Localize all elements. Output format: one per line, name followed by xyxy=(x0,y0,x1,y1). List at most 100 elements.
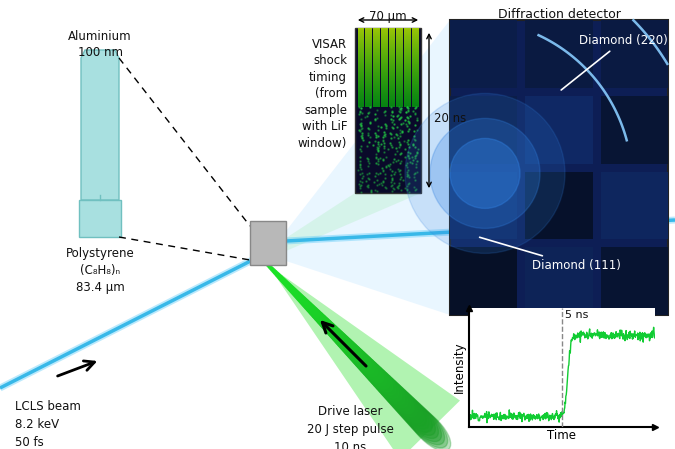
Polygon shape xyxy=(358,46,364,47)
Polygon shape xyxy=(381,72,387,73)
Polygon shape xyxy=(412,83,418,84)
Ellipse shape xyxy=(307,305,323,320)
Polygon shape xyxy=(358,42,364,43)
Polygon shape xyxy=(389,96,396,97)
Polygon shape xyxy=(358,57,364,58)
Polygon shape xyxy=(404,51,411,52)
Polygon shape xyxy=(525,247,593,315)
Polygon shape xyxy=(358,47,364,48)
Polygon shape xyxy=(404,102,411,103)
Polygon shape xyxy=(404,29,411,30)
Polygon shape xyxy=(365,78,372,79)
Polygon shape xyxy=(404,31,411,32)
Polygon shape xyxy=(358,102,364,103)
Polygon shape xyxy=(381,51,387,52)
Polygon shape xyxy=(396,50,403,51)
Polygon shape xyxy=(373,85,380,86)
Polygon shape xyxy=(412,75,418,76)
Polygon shape xyxy=(373,36,380,37)
Polygon shape xyxy=(373,82,380,83)
Polygon shape xyxy=(365,88,372,89)
Polygon shape xyxy=(381,65,387,66)
Polygon shape xyxy=(365,75,372,76)
Ellipse shape xyxy=(358,357,387,386)
Polygon shape xyxy=(381,104,387,105)
Ellipse shape xyxy=(351,349,377,376)
Polygon shape xyxy=(373,70,380,71)
Polygon shape xyxy=(412,62,418,63)
Polygon shape xyxy=(404,49,411,50)
Polygon shape xyxy=(373,38,380,39)
Polygon shape xyxy=(381,61,387,62)
Polygon shape xyxy=(365,69,372,70)
Polygon shape xyxy=(412,37,418,38)
Polygon shape xyxy=(404,37,411,38)
Polygon shape xyxy=(373,55,380,56)
Polygon shape xyxy=(389,79,396,80)
Polygon shape xyxy=(396,54,403,55)
Polygon shape xyxy=(373,54,380,55)
Polygon shape xyxy=(389,70,396,71)
Polygon shape xyxy=(373,51,380,52)
Polygon shape xyxy=(404,35,411,36)
Polygon shape xyxy=(389,68,396,69)
Polygon shape xyxy=(396,40,403,41)
Polygon shape xyxy=(381,62,387,63)
Polygon shape xyxy=(389,58,396,59)
Polygon shape xyxy=(412,101,418,102)
Polygon shape xyxy=(404,40,411,41)
Polygon shape xyxy=(404,99,411,100)
Polygon shape xyxy=(396,56,403,57)
Polygon shape xyxy=(365,59,372,60)
Polygon shape xyxy=(389,48,396,49)
Polygon shape xyxy=(396,73,403,74)
Polygon shape xyxy=(404,101,411,102)
Polygon shape xyxy=(373,59,380,60)
Polygon shape xyxy=(250,221,286,265)
Polygon shape xyxy=(404,56,411,57)
Polygon shape xyxy=(365,51,372,52)
Polygon shape xyxy=(396,38,403,39)
Polygon shape xyxy=(358,45,364,46)
Polygon shape xyxy=(358,53,364,54)
Text: Drive laser
20 J step pulse
10 ns: Drive laser 20 J step pulse 10 ns xyxy=(306,405,394,449)
Polygon shape xyxy=(389,29,396,30)
Polygon shape xyxy=(358,80,364,81)
Polygon shape xyxy=(373,97,380,98)
Polygon shape xyxy=(450,247,517,315)
Polygon shape xyxy=(389,85,396,86)
Polygon shape xyxy=(412,45,418,46)
Polygon shape xyxy=(381,77,387,78)
Ellipse shape xyxy=(363,362,393,392)
Polygon shape xyxy=(381,96,387,97)
Polygon shape xyxy=(365,70,372,71)
Polygon shape xyxy=(389,65,396,66)
Ellipse shape xyxy=(292,290,304,302)
Polygon shape xyxy=(389,93,396,94)
Ellipse shape xyxy=(375,374,408,407)
Polygon shape xyxy=(373,90,380,91)
Polygon shape xyxy=(381,105,387,106)
Polygon shape xyxy=(396,104,403,105)
Polygon shape xyxy=(365,99,372,100)
Polygon shape xyxy=(373,43,380,44)
Polygon shape xyxy=(404,73,411,74)
Polygon shape xyxy=(396,41,403,42)
Polygon shape xyxy=(381,87,387,88)
Polygon shape xyxy=(381,74,387,75)
Polygon shape xyxy=(404,54,411,55)
Polygon shape xyxy=(412,39,418,40)
Polygon shape xyxy=(365,102,372,103)
Polygon shape xyxy=(412,43,418,44)
Polygon shape xyxy=(404,68,411,69)
Polygon shape xyxy=(365,45,372,46)
Polygon shape xyxy=(389,60,396,61)
Polygon shape xyxy=(404,39,411,40)
Polygon shape xyxy=(389,61,396,62)
Polygon shape xyxy=(389,104,396,105)
Polygon shape xyxy=(381,58,387,59)
Polygon shape xyxy=(412,46,418,47)
Polygon shape xyxy=(389,92,396,93)
Polygon shape xyxy=(381,30,387,31)
Polygon shape xyxy=(358,95,364,96)
